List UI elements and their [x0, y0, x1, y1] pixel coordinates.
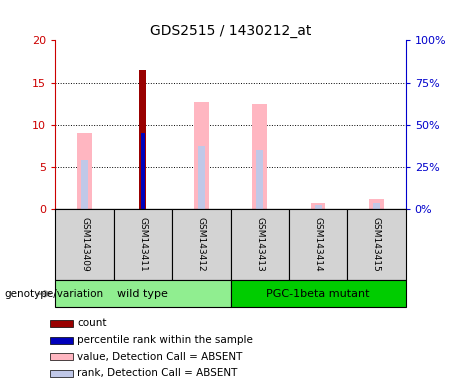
Bar: [369, 199, 384, 209]
Text: GSM143411: GSM143411: [138, 217, 148, 272]
Bar: [289, 209, 347, 280]
Bar: [81, 160, 88, 209]
Text: GSM143413: GSM143413: [255, 217, 264, 272]
Bar: [230, 209, 289, 280]
Bar: [50, 320, 73, 327]
Bar: [55, 209, 114, 280]
Text: percentile rank within the sample: percentile rank within the sample: [77, 335, 253, 345]
Text: count: count: [77, 318, 106, 328]
Bar: [50, 353, 73, 360]
Text: GSM143412: GSM143412: [197, 217, 206, 272]
Bar: [230, 280, 406, 307]
Title: GDS2515 / 1430212_at: GDS2515 / 1430212_at: [150, 24, 311, 38]
Bar: [347, 209, 406, 280]
Bar: [172, 209, 230, 280]
Bar: [311, 202, 325, 209]
Text: GSM143409: GSM143409: [80, 217, 89, 272]
Bar: [55, 280, 230, 307]
Text: wild type: wild type: [118, 289, 168, 299]
Bar: [141, 133, 145, 209]
Text: genotype/variation: genotype/variation: [5, 289, 104, 299]
Bar: [114, 209, 172, 280]
Text: rank, Detection Call = ABSENT: rank, Detection Call = ABSENT: [77, 368, 237, 378]
Bar: [253, 104, 267, 209]
Bar: [50, 370, 73, 377]
Bar: [198, 146, 205, 209]
Bar: [139, 70, 147, 209]
Bar: [50, 337, 73, 344]
Text: GSM143415: GSM143415: [372, 217, 381, 272]
Text: GSM143414: GSM143414: [313, 217, 323, 272]
Bar: [373, 204, 380, 209]
Bar: [256, 150, 263, 209]
Bar: [194, 102, 208, 209]
Text: PGC-1beta mutant: PGC-1beta mutant: [266, 289, 370, 299]
Text: value, Detection Call = ABSENT: value, Detection Call = ABSENT: [77, 352, 242, 362]
Bar: [314, 205, 322, 209]
Bar: [77, 133, 92, 209]
